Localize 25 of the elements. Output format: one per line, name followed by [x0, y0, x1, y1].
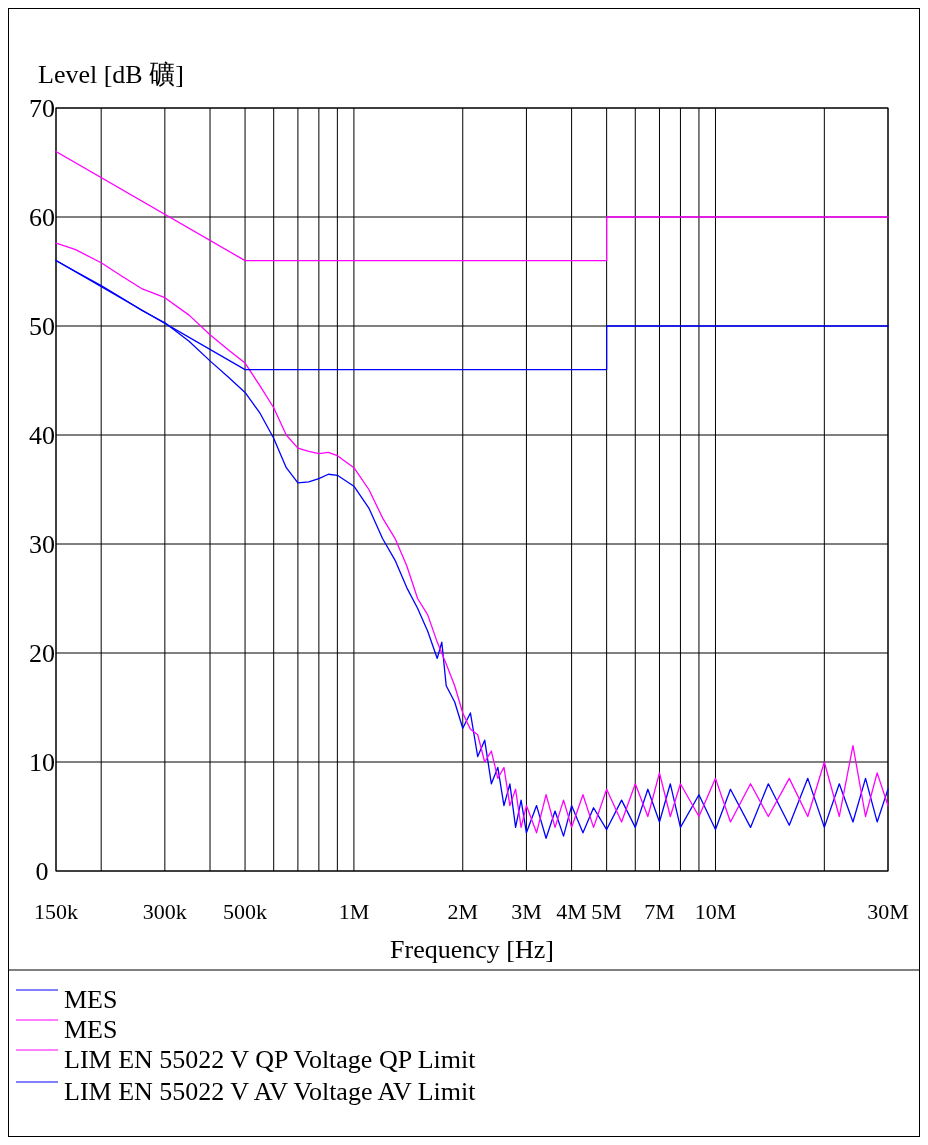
y-tick-label: 60 [29, 202, 55, 232]
x-tick-label: 7M [644, 898, 675, 924]
legend-label: MES [64, 985, 118, 1014]
x-tick-label: 300k [142, 898, 187, 924]
y-tick-label: 0 [35, 856, 49, 886]
y-tick-label: 10 [29, 747, 55, 777]
y-tick-label: 40 [29, 420, 55, 450]
x-tick-label: 30M [867, 898, 909, 924]
y-tick-label: 30 [29, 529, 55, 559]
x-tick-label: 5M [591, 898, 622, 924]
legend-label: LIM EN 55022 V QP Voltage QP Limit [64, 1045, 477, 1074]
x-axis-title: Frequency [Hz] [390, 935, 554, 964]
y-tick-label: 20 [29, 638, 55, 668]
legend-label: LIM EN 55022 V AV Voltage AV Limit [64, 1077, 477, 1106]
x-tick-label: 3M [511, 898, 542, 924]
x-tick-label: 500k [223, 898, 268, 924]
y-axis-title: Level [dB 礦] [38, 60, 184, 89]
legend-label: MES [64, 1015, 118, 1044]
x-tick-label: 4M [556, 898, 587, 924]
y-tick-label: 70 [29, 93, 55, 123]
x-tick-label: 1M [338, 898, 370, 924]
y-tick-label: 50 [29, 311, 55, 341]
x-tick-label: 150k [34, 898, 78, 924]
x-tick-label: 10M [694, 898, 737, 924]
x-tick-label: 2M [447, 898, 479, 924]
